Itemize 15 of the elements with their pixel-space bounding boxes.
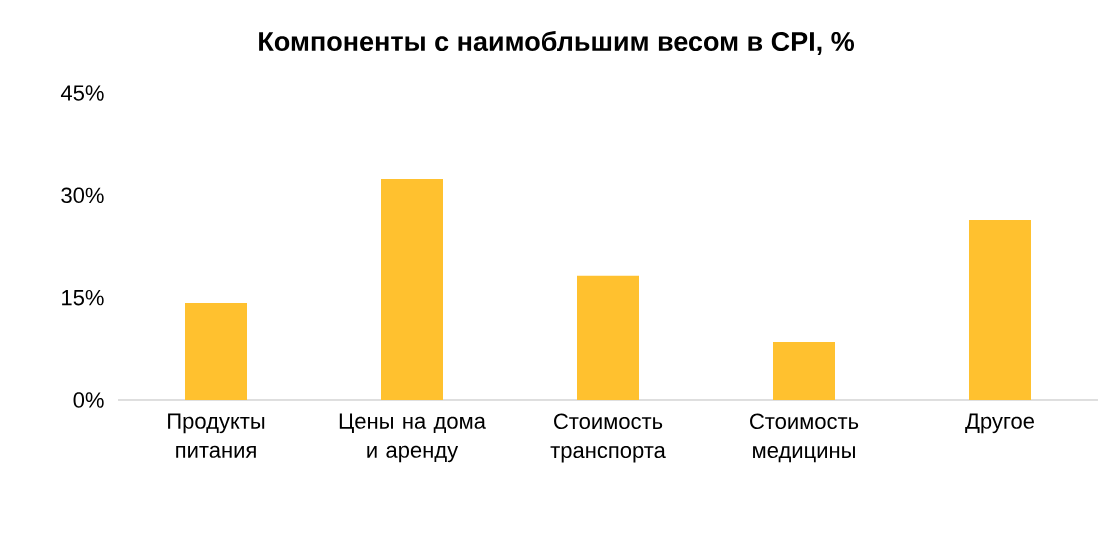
y-tick-label: 15%: [62, 289, 104, 306]
x-tick-label: Продукты питания: [168, 413, 265, 458]
y-tick-label: 30%: [61, 187, 104, 204]
bar: [577, 275, 639, 400]
y-tick-label: 0%: [73, 392, 104, 408]
bar: [969, 219, 1031, 400]
bar: [773, 342, 835, 400]
y-tick-label: 45%: [60, 85, 104, 101]
x-tick-label: Цены на дома и аренду: [339, 413, 486, 463]
x-tick-label: Стоимость транспорта: [550, 413, 666, 463]
x-tick-label: Другое: [965, 413, 1034, 434]
x-tick-label: Стоимость медицины: [750, 413, 859, 463]
chart-title: Компоненты с наимобльшим весом в CPI, %: [259, 30, 854, 55]
bar: [381, 178, 443, 400]
bar: [185, 303, 247, 400]
